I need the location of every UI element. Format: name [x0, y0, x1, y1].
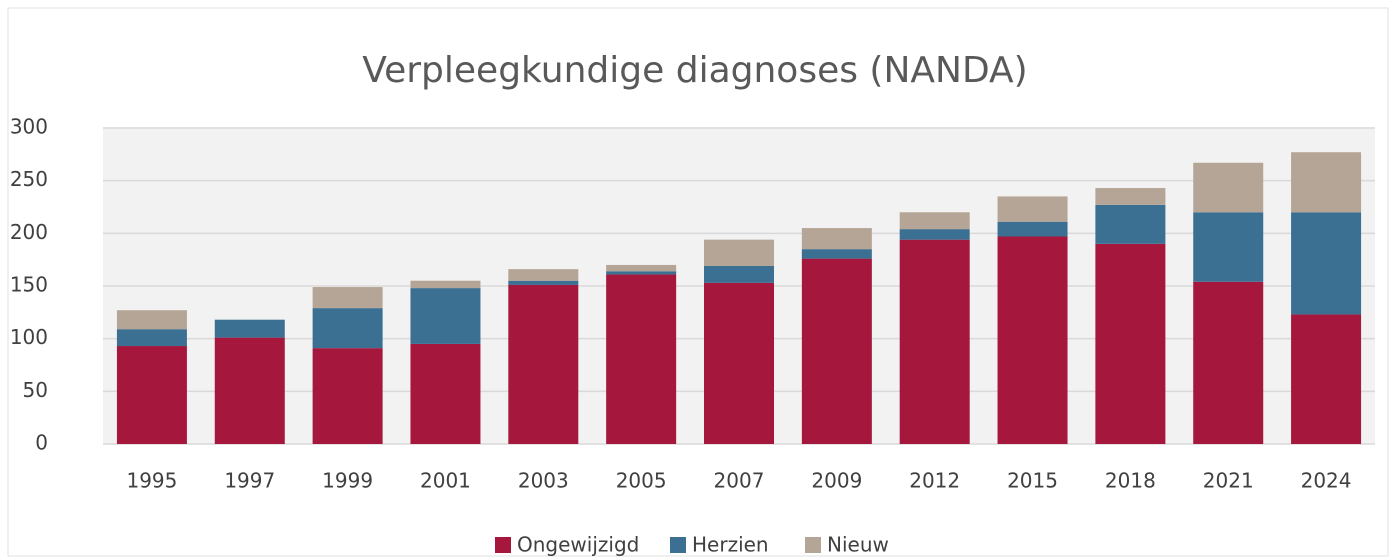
bar-segment: [606, 264, 677, 272]
bar-segment: [801, 249, 872, 259]
bar-segment: [312, 308, 383, 349]
bar-segment: [899, 229, 970, 240]
x-tick-label: 2024: [1301, 469, 1352, 493]
x-tick-label: 2021: [1203, 469, 1254, 493]
legend-label: Nieuw: [827, 533, 889, 557]
bar-segment: [508, 284, 579, 444]
bar-segment: [704, 265, 774, 283]
legend-label: Ongewijzigd: [517, 533, 639, 557]
bar-segment: [214, 319, 285, 338]
bar-segment: [116, 329, 187, 347]
bar-segment: [1095, 243, 1166, 444]
legend-swatch: [670, 537, 686, 553]
bar-segment: [1193, 212, 1264, 282]
bar-segment: [1095, 204, 1166, 244]
bar-segment: [606, 274, 677, 444]
y-tick-label: 300: [10, 115, 48, 139]
y-tick-label: 100: [10, 325, 48, 349]
bar-segment: [1291, 314, 1362, 444]
bar-segment: [410, 280, 481, 289]
x-tick-label: 2012: [909, 469, 960, 493]
x-tick-label: 2007: [714, 469, 765, 493]
bar-segment: [214, 337, 285, 444]
bar-segment: [899, 212, 970, 230]
y-tick-label: 0: [35, 431, 48, 455]
bar-segment: [410, 343, 481, 444]
y-tick-label: 200: [10, 220, 48, 244]
bar-segment: [899, 239, 970, 444]
x-tick-label: 1995: [126, 469, 177, 493]
x-tick-label: 2018: [1105, 469, 1156, 493]
x-tick-label: 2001: [420, 469, 471, 493]
x-tick-label: 1999: [322, 469, 373, 493]
bar-segment: [410, 288, 481, 344]
bar-segment: [704, 239, 774, 266]
bar-segment: [1291, 212, 1362, 315]
bar-segment: [312, 287, 383, 309]
bar-segment: [997, 196, 1068, 222]
bar-segment: [1193, 162, 1264, 213]
y-tick-label: 250: [10, 167, 48, 191]
x-tick-label: 2009: [811, 469, 862, 493]
x-tick-label: 2015: [1007, 469, 1058, 493]
bar-segment: [801, 258, 872, 444]
bar-segment: [116, 310, 187, 330]
x-tick-label: 1997: [224, 469, 275, 493]
bar-segment: [606, 271, 677, 275]
bar-segment: [997, 236, 1068, 444]
legend-swatch: [495, 537, 511, 553]
bar-segment: [1291, 152, 1362, 213]
x-tick-label: 2003: [518, 469, 569, 493]
x-tick-label: 2005: [616, 469, 667, 493]
legend-swatch: [805, 537, 821, 553]
y-tick-label: 50: [23, 378, 48, 402]
bar-segment: [801, 228, 872, 250]
legend-label: Herzien: [692, 533, 769, 557]
chart-title: Verpleegkundige diagnoses (NANDA): [362, 50, 1027, 91]
bar-segment: [1193, 281, 1264, 444]
bar-segment: [508, 280, 579, 285]
bar-segment: [312, 348, 383, 444]
bar-segment: [116, 346, 187, 444]
bar-segment: [508, 269, 579, 281]
bar-segment: [704, 282, 774, 444]
bar-segment: [997, 221, 1068, 237]
bar-segment: [1095, 188, 1166, 205]
y-tick-label: 150: [10, 273, 48, 297]
